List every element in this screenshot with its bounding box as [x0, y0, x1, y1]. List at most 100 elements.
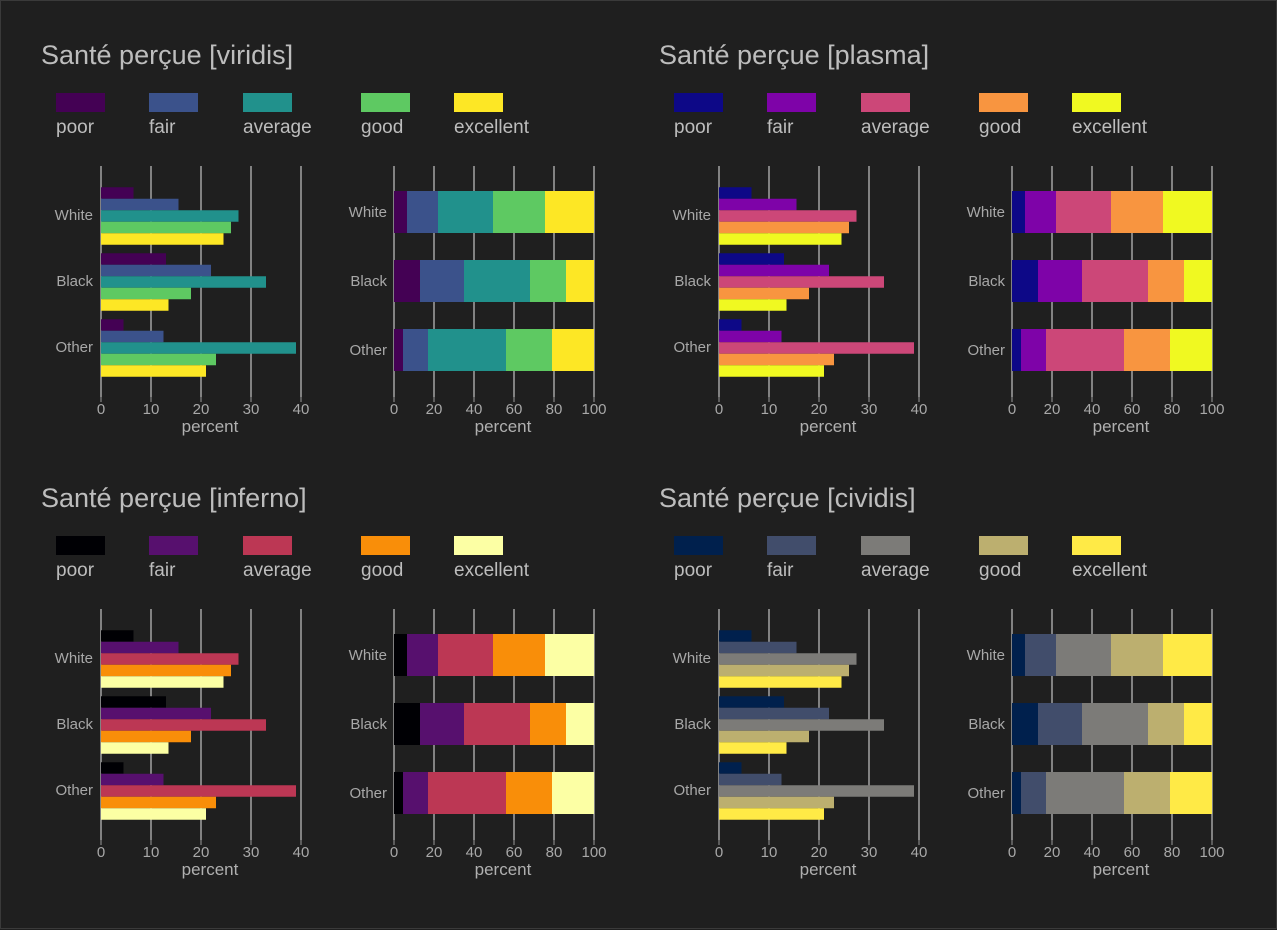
stacked-bar-other-average — [1046, 772, 1124, 814]
y-tick-label: White — [673, 207, 711, 224]
bar-white-poor — [719, 187, 752, 199]
x-tick-label: 100 — [1199, 844, 1224, 861]
x-tick-label: 20 — [193, 401, 210, 418]
stacked-bar-other-excellent — [1170, 329, 1212, 371]
x-tick-label: 100 — [1199, 401, 1224, 418]
y-tick-label: Black — [56, 273, 93, 290]
stacked-bar-white-fair — [407, 634, 438, 676]
stacked-bar-other-good — [1124, 329, 1170, 371]
bar-white-good — [101, 221, 231, 234]
x-tick-label: 20 — [811, 844, 828, 861]
stacked-bar-other-good — [1124, 772, 1170, 814]
x-tick-label: 100 — [581, 844, 606, 861]
stacked-bar-other-poor — [1012, 772, 1021, 814]
stacked-bar-other-excellent — [552, 772, 594, 814]
x-tick-label: 30 — [861, 844, 878, 861]
stacked-bar-white-average — [1056, 191, 1111, 233]
y-tick-label: Black — [56, 716, 93, 733]
bar-other-poor — [719, 762, 742, 774]
stacked-bar-plot: 0 20 40 60 80 100 percent White Black Other — [349, 166, 607, 436]
bar-white-good — [719, 664, 849, 677]
bar-other-fair — [101, 330, 164, 343]
stacked-bar-black-average — [464, 260, 530, 302]
legend-swatch-good — [361, 93, 410, 112]
legend-swatch-fair — [767, 536, 816, 555]
legend-label-excellent: excellent — [1072, 560, 1148, 581]
legend-label-fair: fair — [767, 560, 794, 581]
stacked-bar-black-fair — [1038, 260, 1082, 302]
stacked-bar-other-average — [428, 772, 506, 814]
stacked-bar-other-average — [1046, 329, 1124, 371]
y-tick-label: Other — [55, 782, 93, 799]
legend-swatch-poor — [56, 536, 105, 555]
stacked-bar-white-average — [438, 634, 493, 676]
panel-title: Santé perçue [plasma] — [659, 40, 929, 70]
x-tick-label: 20 — [811, 401, 828, 418]
legend-label-fair: fair — [149, 560, 176, 581]
bar-black-average — [101, 719, 266, 731]
legend-label-poor: poor — [56, 560, 95, 581]
bar-other-average — [101, 785, 296, 797]
stacked-bar-black-fair — [1038, 703, 1082, 745]
legend-label-excellent: excellent — [1072, 117, 1148, 138]
stacked-bar-other-excellent — [1170, 772, 1212, 814]
x-tick-label: 40 — [466, 401, 483, 418]
bar-black-poor — [719, 696, 784, 708]
stacked-bar-black-good — [530, 260, 566, 302]
stacked-bar-white-fair — [407, 191, 438, 233]
x-tick-label: 0 — [390, 844, 398, 861]
legend-label-average: average — [861, 117, 930, 138]
y-tick-label: Other — [349, 785, 387, 802]
x-tick-label: 80 — [546, 401, 563, 418]
chart-panel-cividis: Santé perçue [cividis] poor fair average goo… — [659, 483, 1225, 879]
y-tick-label: White — [673, 650, 711, 667]
stacked-bar-other-good — [506, 772, 552, 814]
bar-black-good — [101, 730, 191, 743]
stacked-bar-white-poor — [394, 634, 407, 676]
x-tick-label: 20 — [193, 844, 210, 861]
x-tick-label: 30 — [243, 401, 260, 418]
bar-white-average — [719, 653, 857, 665]
stacked-bar-black-poor — [394, 260, 420, 302]
stacked-bar-other-excellent — [552, 329, 594, 371]
x-tick-label: 40 — [911, 401, 928, 418]
legend-swatch-fair — [767, 93, 816, 112]
dodged-bar-plot: 0 10 20 30 40 percent White Black Other — [55, 609, 309, 879]
legend-swatch-excellent — [454, 93, 503, 112]
x-tick-label: 20 — [1044, 401, 1061, 418]
legend-swatch-average — [861, 536, 910, 555]
panel-title: Santé perçue [inferno] — [41, 483, 307, 513]
x-tick-label: 0 — [97, 401, 105, 418]
legend-swatch-excellent — [1072, 93, 1121, 112]
legend-swatch-excellent — [1072, 536, 1121, 555]
bar-white-good — [101, 664, 231, 677]
x-tick-label: 20 — [1044, 844, 1061, 861]
stacked-bar-other-fair — [1021, 329, 1046, 371]
y-tick-label: White — [349, 204, 387, 221]
bar-white-fair — [719, 641, 797, 654]
bar-white-poor — [101, 630, 134, 642]
x-axis-title: percent — [1093, 860, 1150, 879]
bar-other-poor — [719, 319, 742, 331]
x-tick-label: 40 — [1084, 844, 1101, 861]
x-tick-label: 80 — [546, 844, 563, 861]
stacked-bar-white-excellent — [545, 191, 594, 233]
bar-other-good — [719, 353, 834, 366]
stacked-bar-black-average — [464, 703, 530, 745]
x-tick-label: 20 — [426, 401, 443, 418]
y-tick-label: White — [967, 647, 1005, 664]
legend-swatch-poor — [674, 93, 723, 112]
stacked-bar-white-excellent — [1163, 191, 1212, 233]
stacked-bar-plot: 0 20 40 60 80 100 percent White Black Other — [349, 609, 607, 879]
x-tick-label: 0 — [1008, 844, 1016, 861]
x-tick-label: 0 — [1008, 401, 1016, 418]
bar-white-average — [719, 210, 857, 222]
legend-label-poor: poor — [56, 117, 95, 138]
stacked-bar-white-poor — [1012, 191, 1025, 233]
legend-swatch-excellent — [454, 536, 503, 555]
bar-other-excellent — [719, 365, 824, 377]
legend-swatch-good — [979, 93, 1028, 112]
dodged-bar-plot: 0 10 20 30 40 percent White Black Other — [673, 609, 927, 879]
legend-label-excellent: excellent — [454, 117, 530, 138]
legend-label-poor: poor — [674, 117, 713, 138]
